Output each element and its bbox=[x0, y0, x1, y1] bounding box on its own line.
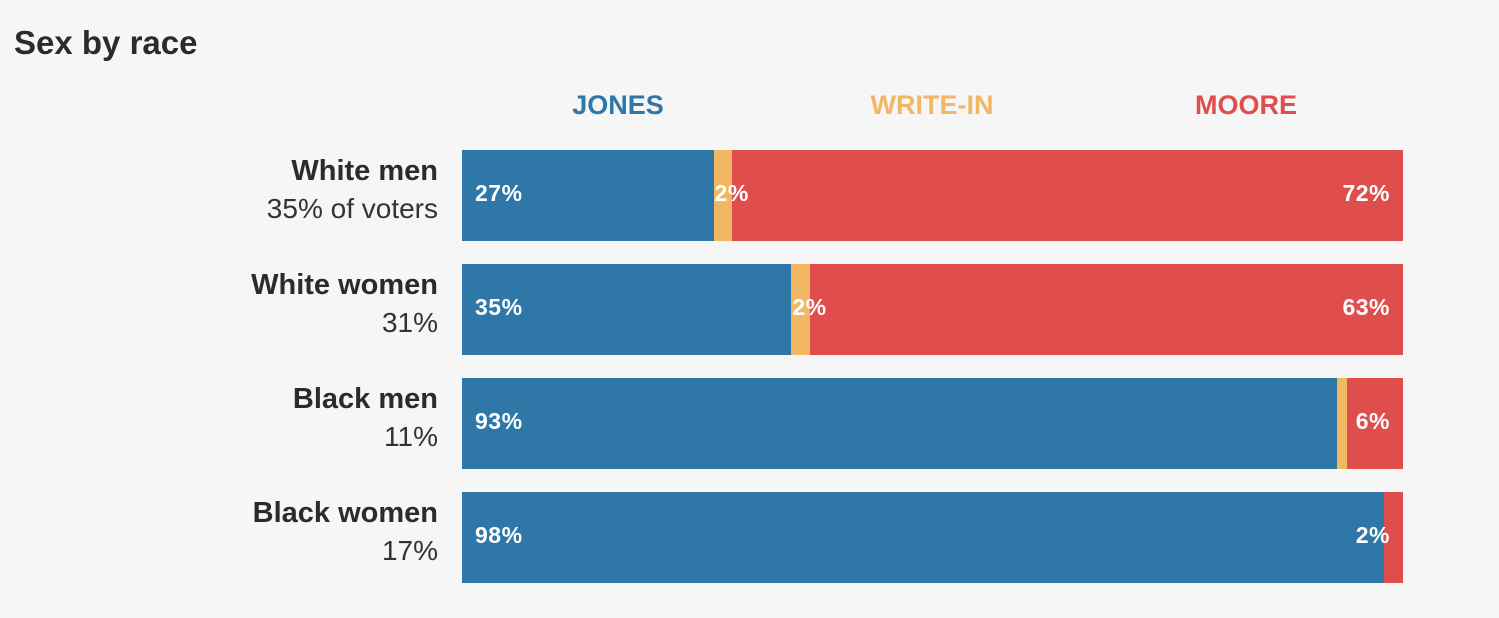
value-label-moore: 6% bbox=[1355, 408, 1390, 434]
category-voter-share: 35% of voters bbox=[266, 193, 438, 224]
bar-segment-write-in bbox=[1337, 378, 1348, 469]
bar-segment-jones bbox=[462, 150, 714, 241]
category-name: Black men bbox=[292, 383, 438, 415]
value-label-jones: 27% bbox=[475, 180, 523, 206]
legend-label-moore: MOORE bbox=[1194, 90, 1298, 120]
value-label-moore: 63% bbox=[1342, 294, 1390, 320]
legend-label-write-in: WRITE-IN bbox=[870, 90, 994, 120]
stacked-bar: 35% 2% 63% bbox=[462, 264, 1403, 355]
category-name: Black women bbox=[252, 497, 438, 529]
stacked-bar: 98% 2% bbox=[462, 492, 1403, 583]
value-label-jones: 35% bbox=[475, 294, 523, 320]
category-name: White women bbox=[251, 269, 438, 301]
category-voter-share: 17% bbox=[381, 535, 438, 566]
bar-segment-write-in bbox=[713, 150, 733, 241]
value-label-write-in: 2% bbox=[792, 294, 827, 320]
value-label-jones: 93% bbox=[475, 408, 523, 434]
category-label: White men 35% of voters bbox=[267, 153, 438, 229]
value-label-moore: 2% bbox=[1355, 522, 1390, 548]
category-label: White women 31% bbox=[251, 267, 438, 343]
bar-segment-jones bbox=[462, 264, 792, 355]
stacked-bar: 93% 6% bbox=[462, 378, 1403, 469]
stacked-bar: 27% 2% 72% bbox=[462, 150, 1403, 241]
value-label-moore: 72% bbox=[1342, 180, 1390, 206]
bar-segment-write-in bbox=[791, 264, 811, 355]
value-label-jones: 98% bbox=[475, 522, 523, 548]
bar-segment-jones bbox=[462, 492, 1385, 583]
bar-segment-jones bbox=[462, 378, 1338, 469]
bar-segment-moore bbox=[1347, 378, 1403, 469]
category-name: White men bbox=[291, 155, 438, 187]
chart-title: Sex by race bbox=[14, 24, 198, 61]
legend-label-jones: JONES bbox=[572, 90, 664, 120]
bar-segment-moore bbox=[1384, 492, 1403, 583]
bar-segment-moore bbox=[810, 264, 1403, 355]
category-voter-share: 11% bbox=[384, 421, 438, 452]
category-voter-share: 31% bbox=[381, 307, 438, 338]
category-label: Black men 11% bbox=[293, 381, 438, 457]
category-label: Black women 17% bbox=[253, 495, 438, 571]
bar-segment-moore bbox=[732, 150, 1403, 241]
value-label-write-in: 2% bbox=[714, 180, 749, 206]
